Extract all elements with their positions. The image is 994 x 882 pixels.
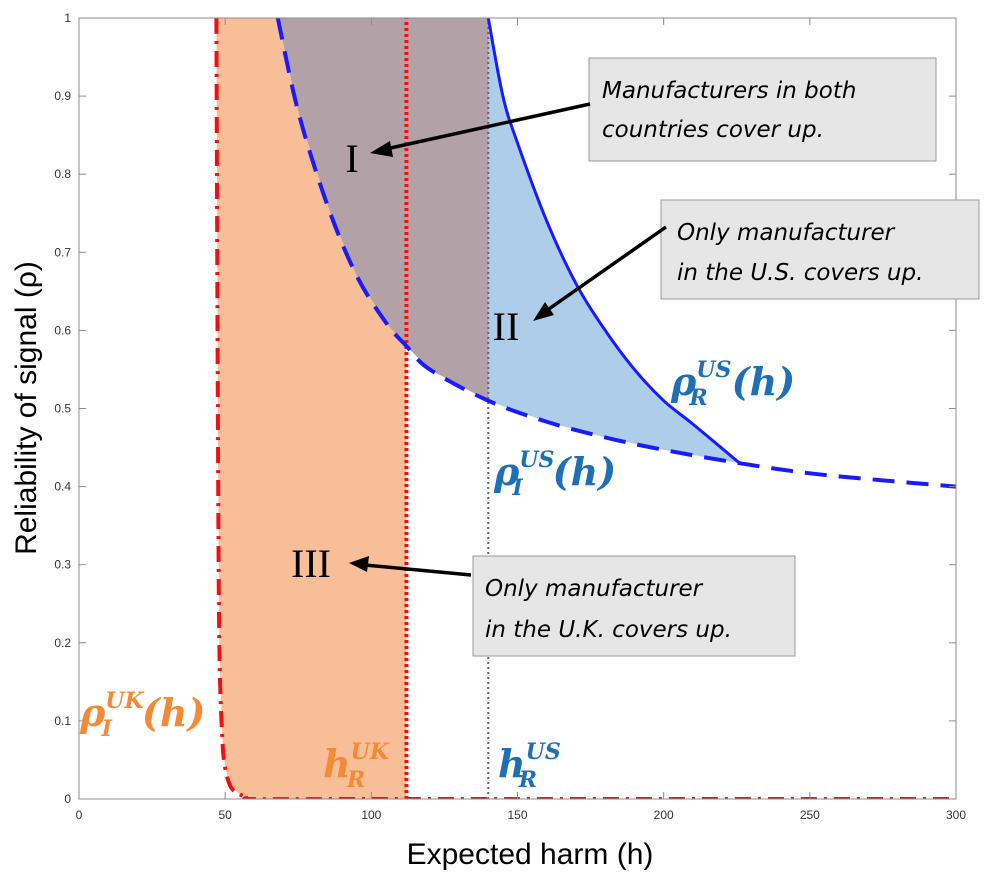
note-box-region-iii — [472, 555, 796, 657]
label-rho-i-us-base: ρ — [493, 449, 520, 494]
threshold-lines — [404, 18, 490, 799]
y-tick-label: 0.7 — [54, 245, 71, 259]
annotations: Manufacturers in both countries cover up… — [349, 57, 980, 657]
region-label-ii: II — [493, 304, 520, 349]
note-box-region-ii — [660, 199, 980, 300]
label-rho-i-uk-base: ρ — [79, 690, 106, 735]
x-tick-label: 200 — [654, 808, 674, 822]
region-label-i: I — [345, 136, 358, 181]
x-tick-label: 150 — [507, 808, 527, 822]
label-rho-i-us: ρUS I (h) — [493, 447, 616, 501]
arrow-to-region-i — [370, 102, 591, 157]
note-region-i-line-2: countries cover up. — [602, 117, 824, 143]
label-rho-i-uk-sub: I — [101, 716, 113, 742]
note-region-i-line-1: Manufacturers in both — [602, 78, 856, 104]
y-tick-label: 1 — [64, 11, 71, 25]
label-h-r-uk-base: h — [323, 741, 351, 786]
x-tick-label: 50 — [218, 808, 232, 822]
y-tick-label: 0.5 — [54, 402, 71, 416]
x-tick-label: 300 — [946, 808, 966, 822]
region-label-iii: III — [291, 541, 331, 586]
label-rho-i-us-sup: US — [519, 447, 554, 473]
x-axis-label: Expected harm (h) — [407, 838, 654, 871]
label-rho-r-us-sup: US — [696, 357, 731, 383]
y-tick-label: 0.2 — [54, 636, 71, 650]
y-axis-label: Reliability of signal (ρ) — [10, 261, 43, 555]
y-tick-label: 0 — [64, 792, 71, 806]
region-labels: I II III — [291, 136, 519, 586]
y-tick-label: 0.1 — [54, 714, 71, 728]
x-tick-label: 100 — [361, 808, 381, 822]
label-h-r-us: hUS R — [498, 739, 561, 793]
series-rho-r-us — [486, 18, 741, 465]
note-region-ii-line-1: Only manufacturer — [677, 220, 896, 246]
label-rho-r-us-tail: (h) — [732, 359, 796, 404]
label-rho-i-uk: ρUK I (h) — [79, 688, 205, 742]
y-tick-label: 0.4 — [54, 480, 71, 494]
y-tick-label: 0.6 — [54, 323, 71, 337]
shaded-regions — [216, 18, 740, 799]
note-region-iii-line-1: Only manufacturer — [485, 576, 704, 602]
label-rho-r-us-sub: R — [688, 385, 707, 411]
label-rho-i-uk-tail: (h) — [142, 690, 206, 735]
label-h-r-us-base: h — [498, 741, 526, 786]
y-tick-label: 0.3 — [54, 558, 71, 572]
arrow-to-region-ii — [533, 225, 668, 321]
region-i-overlay — [406, 18, 489, 401]
note-region-ii-line-2: in the U.S. covers up. — [677, 260, 923, 286]
label-h-r-us-sup: US — [526, 739, 561, 765]
axis-ticks: 0 50 100 150 200 250 300 0 0.1 0.2 0.3 0.4 0.5 0.6 0.7… — [54, 11, 966, 822]
note-region-iii-line-2: in the U.K. covers up. — [485, 617, 732, 643]
curves — [214, 18, 956, 799]
label-h-r-us-sub: R — [518, 767, 537, 793]
arrow-to-region-iii — [349, 556, 472, 577]
label-rho-r-us: ρUS R (h) — [670, 357, 795, 411]
label-h-r-uk-sub: R — [346, 767, 365, 793]
y-tick-label: 0.8 — [54, 167, 71, 181]
label-rho-i-uk-sup: UK — [105, 688, 144, 714]
y-tick-label: 0.9 — [54, 89, 71, 103]
label-rho-i-us-sub: I — [511, 475, 523, 501]
label-rho-i-us-tail: (h) — [553, 449, 617, 494]
x-tick-label: 0 — [76, 808, 83, 822]
x-tick-label: 250 — [800, 808, 820, 822]
series-rho-i-uk — [214, 18, 956, 799]
series-rho-i-us — [275, 18, 956, 489]
region-ii-fill — [406, 18, 740, 464]
label-h-r-uk: hUK R — [323, 739, 390, 793]
label-h-r-uk-sup: UK — [351, 739, 390, 765]
note-box-region-i — [588, 57, 937, 162]
label-rho-r-us-base: ρ — [670, 359, 697, 404]
curve-labels: ρUS R (h) ρUS I (h) ρUK I (h) hUK R hUS R — [79, 357, 795, 793]
